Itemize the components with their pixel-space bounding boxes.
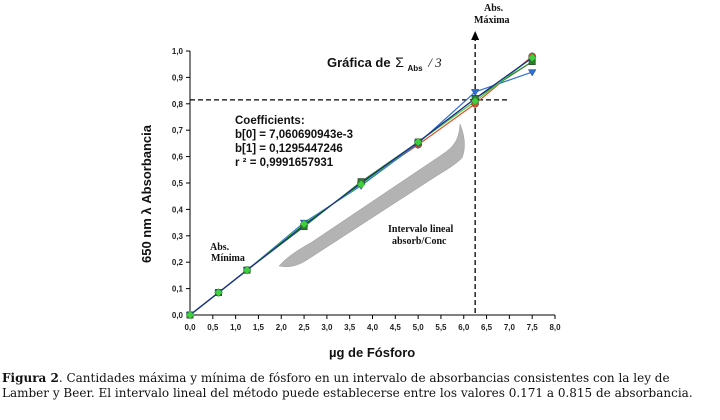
- x-tick-label: 3,0: [321, 323, 333, 332]
- chart-title: Gráfica de Σ Abs / 3: [327, 54, 442, 74]
- x-tick-label: 0,0: [184, 323, 196, 332]
- y-tick-label: 0,1: [172, 285, 184, 294]
- data-point: [214, 288, 223, 297]
- data-point: [242, 265, 252, 275]
- y-tick-label: 0,4: [172, 205, 184, 214]
- data-point: [470, 89, 480, 97]
- y-tick-label: 1,0: [172, 47, 184, 56]
- x-tick-label: 7,5: [527, 323, 539, 332]
- y-tick-label: 0,0: [172, 311, 184, 320]
- coef-b0: b[0] = 7,060690943e-3: [235, 129, 353, 141]
- y-ticks: 0,0 0,1 0,2 0,3 0,4 0,5 0,6 0,7 0,8 0,9 1,0: [172, 47, 190, 320]
- caption-label: Figura 2: [2, 371, 59, 385]
- data-point: [470, 96, 480, 106]
- abs-min-label-1: Abs.: [210, 242, 230, 253]
- x-tick-label: 5,5: [435, 323, 447, 332]
- chart: 0,0 0,1 0,2 0,3 0,4 0,5 0,6 0,7 0,8 0,9 1,0 0,0 0,5…: [139, 3, 561, 360]
- y-tick-label: 0,2: [172, 258, 184, 267]
- coef-r2: r ² = 0,9991657931: [235, 157, 334, 169]
- series-line: [189, 57, 533, 316]
- data-point: [413, 137, 423, 147]
- y-tick-label: 0,8: [172, 100, 184, 109]
- figure-caption: Figura 2. Cantidades máxima y mínima de …: [2, 371, 718, 401]
- data-point: [299, 219, 309, 229]
- y-tick-label: 0,3: [172, 232, 184, 241]
- x-tick-label: 0,5: [207, 323, 219, 332]
- abs-max-label-2: Máxima: [474, 15, 510, 26]
- series-line: [189, 71, 533, 316]
- x-tick-label: 2,0: [276, 323, 288, 332]
- axes: [189, 51, 555, 316]
- series-markers: [185, 52, 537, 320]
- y-tick-label: 0,5: [172, 179, 184, 188]
- coef-title: Coefficients:: [235, 115, 305, 127]
- x-tick-label: 7,0: [504, 323, 516, 332]
- y-axis-title: 650 nm λ Absorbancia: [139, 124, 154, 263]
- interval-label-1: Intervalo lineal: [388, 224, 453, 235]
- abs-max-arrow-icon: [471, 31, 480, 40]
- x-tick-label: 1,0: [230, 323, 242, 332]
- y-tick-label: 0,9: [172, 73, 184, 82]
- x-tick-label: 3,5: [344, 323, 356, 332]
- x-tick-label: 2,5: [299, 323, 311, 332]
- abs-max-label-1: Abs.: [484, 3, 504, 14]
- max-guides: [190, 31, 510, 315]
- data-point: [527, 53, 537, 62]
- y-tick-label: 0,7: [172, 126, 184, 135]
- x-tick-label: 1,5: [253, 323, 265, 332]
- x-tick-label: 4,5: [390, 323, 402, 332]
- x-tick-label: 8,0: [549, 323, 561, 332]
- data-point: [527, 69, 537, 77]
- x-tick-label: 4,0: [367, 323, 379, 332]
- data-point: [356, 179, 366, 189]
- x-ticks: 0,0 0,5 1,0 1,5 2,0 2,5 3,0 3,5 4,0 4,5 5,0 5,5 6,0 6…: [184, 315, 561, 332]
- x-tick-label: 6,5: [481, 323, 493, 332]
- linear-interval-brace: [278, 123, 465, 267]
- interval-label-2: absorb/Conc: [392, 236, 447, 247]
- data-point: [185, 310, 195, 320]
- series-lines: [189, 55, 533, 316]
- x-axis-title: µg de Fósforo: [329, 345, 415, 360]
- caption-text: . Cantidades máxima y mínima de fósforo …: [2, 371, 693, 400]
- abs-min-label-2: Mínima: [211, 253, 245, 264]
- y-tick-label: 0,6: [172, 153, 184, 162]
- coef-b1: b[1] = 0,1295447246: [235, 143, 343, 155]
- x-tick-label: 6,0: [458, 323, 470, 332]
- x-tick-label: 5,0: [413, 323, 425, 332]
